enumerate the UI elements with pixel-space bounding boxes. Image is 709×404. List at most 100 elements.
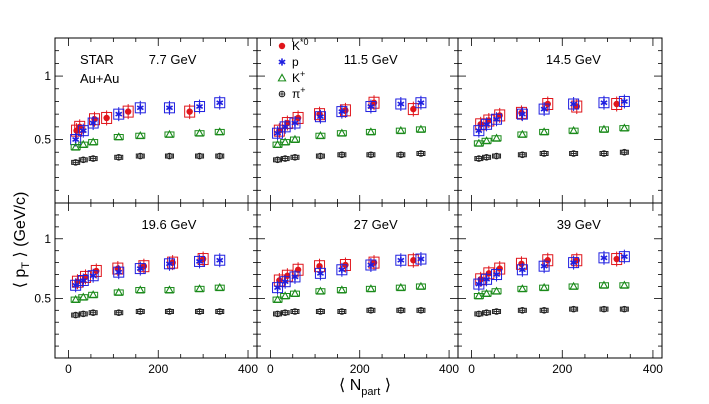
data-point (281, 309, 289, 316)
experiment-label: STAR (80, 52, 114, 67)
x-tick-label: 200 (552, 362, 572, 376)
panels-group: 7.7 GeV 0.5 1 11.5 GeV 14.5 GeV 19.6 GeV 0 200 4… (34, 37, 663, 376)
data-point-stroke-2 (540, 263, 548, 269)
data-point (613, 255, 620, 263)
data-point (115, 154, 123, 161)
data-point-stroke-2 (274, 130, 282, 136)
series-piplus (71, 308, 225, 319)
data-point-stroke-2 (291, 274, 299, 280)
data-point-stroke-2 (397, 257, 405, 263)
data-point-stroke-2 (338, 267, 346, 273)
data-point-stroke-2 (89, 120, 97, 126)
data-point (114, 132, 124, 141)
data-point (569, 125, 579, 135)
data-point (417, 99, 425, 107)
data-point (103, 114, 110, 122)
x-tick-label: 0 (267, 362, 274, 376)
data-point (416, 124, 426, 133)
data-point (613, 100, 620, 108)
data-point (281, 123, 289, 131)
data-point-stroke-2 (79, 278, 87, 283)
data-point-stroke-2 (483, 276, 491, 282)
y-axis-label-main: ⟨ p (12, 269, 29, 289)
data-point (317, 152, 324, 160)
data-point (165, 104, 173, 112)
data-point (367, 102, 375, 111)
data-point (78, 139, 88, 149)
data-point (164, 285, 175, 294)
legend-marker (277, 73, 287, 82)
series-kplus (70, 282, 225, 304)
data-point (273, 139, 283, 149)
data-point (366, 127, 376, 136)
y-axis-label-sub: T (20, 262, 32, 269)
data-point (316, 113, 324, 121)
panel-title: 19.6 GeV (141, 217, 196, 232)
data-point (540, 307, 548, 314)
data-point (367, 151, 375, 159)
data-point (475, 127, 483, 135)
data-point (518, 110, 526, 118)
data-point-stroke-2 (600, 100, 608, 106)
system-label: Au+Au (80, 71, 119, 86)
data-point-stroke-2 (570, 260, 578, 266)
data-point-stroke-2 (620, 254, 628, 260)
data-point-stroke-2 (281, 279, 289, 285)
legend-label: π+ (292, 85, 306, 101)
data-point (539, 127, 549, 136)
data-point-stroke-2 (475, 281, 483, 287)
panel-frame (457, 202, 663, 359)
data-point (621, 148, 628, 156)
series-kplus (272, 281, 426, 304)
data-point-stroke-2 (518, 111, 526, 117)
data-point (396, 282, 406, 292)
data-point (215, 127, 225, 136)
panel-title: 39 GeV (557, 217, 601, 232)
legend-marker (278, 58, 286, 66)
data-point (474, 291, 484, 300)
series-kplus (70, 127, 225, 151)
data-point-stroke-2 (316, 270, 324, 276)
data-point-stroke-2 (72, 282, 80, 288)
data-point (397, 307, 405, 314)
data-point (337, 128, 347, 137)
data-point (539, 282, 549, 292)
data-point (316, 262, 323, 270)
data-point-stroke-2 (518, 267, 526, 273)
data-point-stroke-2 (115, 269, 123, 275)
data-point (517, 129, 527, 138)
legend-label: K*0 (292, 37, 309, 53)
data-point (338, 266, 346, 274)
legend-label: K+ (292, 69, 305, 85)
data-point (599, 124, 609, 133)
series-p (272, 95, 427, 141)
y-axis-label: ⟨ pT ⟩ (GeV/c) (12, 192, 32, 289)
data-point (483, 120, 491, 128)
data-point-stroke-2 (483, 121, 491, 127)
data-point (281, 155, 289, 162)
legend-item-piplus: π+ (278, 85, 306, 101)
data-point-stroke-2 (600, 255, 608, 261)
data-point (493, 152, 500, 160)
data-point-stroke-2 (72, 137, 80, 143)
data-point-stroke-2 (216, 100, 224, 106)
data-point (164, 129, 175, 138)
data-point (570, 150, 577, 157)
data-point (274, 156, 281, 164)
data-point (115, 110, 123, 118)
data-point (284, 272, 291, 279)
x-tick-label: 200 (148, 362, 168, 376)
data-point (544, 257, 551, 264)
legend-label: p (292, 55, 299, 69)
series-p (473, 94, 630, 138)
data-point (291, 154, 299, 161)
data-point (317, 308, 324, 315)
data-point-stroke-2 (397, 101, 405, 107)
data-point (397, 151, 405, 159)
data-point (519, 151, 526, 159)
data-point (600, 254, 608, 262)
data-point-stroke-2 (196, 104, 204, 110)
series-piplus (71, 152, 225, 166)
data-point (79, 276, 87, 285)
